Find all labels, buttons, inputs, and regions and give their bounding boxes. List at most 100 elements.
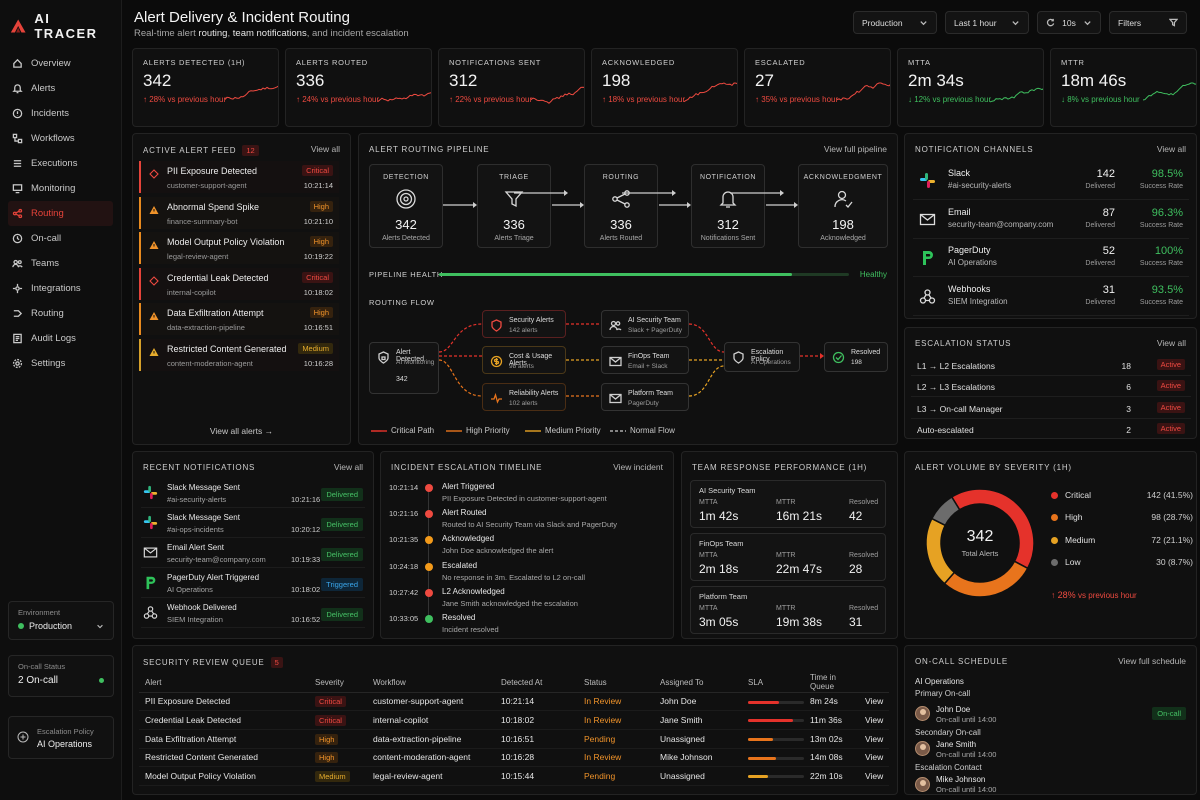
kpi-card-alerts-routed[interactable]: ALERTS ROUTED 336 ↑ 24% vs previous hour [285, 48, 432, 127]
sidebar-item-monitoring[interactable]: Monitoring [8, 176, 113, 201]
channel-row-webhooks[interactable]: Webhooks SIEM Integration 31 Delivered 93.5%… [913, 280, 1189, 316]
team-card[interactable]: FinOps Team MTTA 2m 18s MTTR 22m 47s Resolved… [690, 533, 886, 581]
timeline-event[interactable]: 10:21:35 Acknowledged John Doe acknowledge… [389, 534, 659, 560]
sidebar-item-integrations[interactable]: Integrations [8, 276, 113, 301]
alert-feed-item[interactable]: Model Output Policy Violation legal-revie… [139, 232, 339, 264]
donut-slice-low[interactable] [930, 495, 961, 527]
queue-view-link[interactable]: View [859, 766, 889, 786]
queue-view-link[interactable]: View [859, 748, 889, 768]
flow-escalation-policy[interactable]: Escalation Policy AI Operations [724, 342, 800, 372]
filters-button[interactable]: Filters [1109, 11, 1187, 34]
refresh-interval-dropdown[interactable]: 10s [1037, 11, 1101, 34]
team-card[interactable]: AI Security Team MTTA 1m 42s MTTR 16m 21s Res… [690, 480, 886, 528]
escalation-policy-card[interactable]: Escalation Policy AI Operations [8, 716, 114, 759]
severity-badge: Critical [302, 271, 333, 283]
sidebar-item-workflows[interactable]: Workflows [8, 126, 113, 151]
donut-slice-high[interactable] [943, 560, 1029, 598]
environment-selector[interactable]: Environment Production [8, 601, 114, 640]
pipeline-stage-triage[interactable]: TRIAGE 336 Alerts Triage [477, 164, 551, 248]
view-all-alerts-link[interactable]: View all alerts → [209, 426, 274, 436]
escalation-status-badge: Active [1156, 359, 1185, 370]
escalation-row[interactable]: L2 → L3 Escalations 6 Active [911, 376, 1191, 398]
timeline-event[interactable]: 10:33:05 Resolved Incident resolved [389, 613, 659, 638]
alert-feed-item[interactable]: Abnormal Spend Spike finance-summary-bot H… [139, 196, 339, 229]
sidebar-item-routing-2[interactable]: Routing [8, 301, 113, 326]
notification-item[interactable]: Webhook Delivered SIEM Integration 10:16:5… [141, 599, 365, 628]
alert-feed-item[interactable]: PII Exposure Detected customer-support-ag… [139, 161, 339, 193]
kpi-card-acknowledged[interactable]: ACKNOWLEDGED 198 ↑ 18% vs previous hour [591, 48, 738, 127]
sidebar-item-audit-logs[interactable]: Audit Logs [8, 326, 113, 351]
flow-category-cost[interactable]: Cost & Usage Alerts 98 alerts [482, 346, 566, 374]
notification-item[interactable]: PagerDuty Alert Triggered AI Operations 10… [141, 569, 365, 598]
view-incident-link[interactable]: View incident [613, 462, 663, 472]
channels-view-all-link[interactable]: View all [1156, 144, 1186, 154]
sidebar-item-on-call[interactable]: On-call [8, 226, 113, 251]
channel-row-email[interactable]: Email security-team@company.com 87 Delivere… [913, 203, 1189, 239]
sidebar-item-settings[interactable]: Settings [8, 351, 113, 376]
alert-time: 10:18:02 [303, 287, 333, 297]
sidebar-item-alerts[interactable]: Alerts [8, 76, 113, 101]
notification-item[interactable]: Slack Message Sent #ai-ops-incidents 10:20… [141, 509, 365, 538]
flow-team-ai-security[interactable]: AI Security Team Slack + PagerDuty [601, 310, 689, 338]
time-range-dropdown[interactable]: Last 1 hour [945, 11, 1029, 34]
flow-category-reliability[interactable]: Reliability Alerts 102 alerts [482, 383, 566, 411]
escalation-row[interactable]: Auto-escalated 2 Active [911, 419, 1191, 438]
table-row[interactable]: PII Exposure Detected Critical customer-su… [139, 692, 889, 712]
arrow-up-icon: ↑ [1051, 590, 1056, 600]
escalation-row[interactable]: L3 → On-call Manager 3 Active [911, 398, 1191, 419]
timeline-time: 10:21:35 [389, 535, 419, 545]
flow-node-title: Escalation Policy [751, 349, 784, 363]
kpi-card-escalated[interactable]: ESCALATED 27 ↑ 35% vs previous hour [744, 48, 891, 127]
timeline-event[interactable]: 10:21:16 Alert Routed Routed to AI Securit… [389, 508, 659, 534]
notifications-view-all-link[interactable]: View all [333, 462, 363, 472]
escalation-row[interactable]: L1 → L2 Escalations 18 Active [911, 355, 1191, 376]
alert-feed-item[interactable]: Credential Leak Detected internal-copilot… [139, 267, 339, 300]
channel-row-slack[interactable]: Slack #ai-security-alerts 142 Delivered 98.5… [913, 164, 1189, 200]
flow-source-alert-detected[interactable]: Alert Detected AI Monitoring 342 [369, 342, 439, 394]
escalation-view-all-link[interactable]: View all [1156, 338, 1186, 348]
kpi-card-mtta[interactable]: MTTA 2m 34s ↓ 12% vs previous hour [897, 48, 1044, 127]
notification-item[interactable]: Slack Message Sent #ai-security-alerts 10:… [141, 479, 365, 508]
view-full-schedule-link[interactable]: View full schedule [1118, 656, 1186, 666]
alert-feed-item[interactable]: Data Exfiltration Attempt data-extraction… [139, 303, 339, 335]
logo[interactable]: AI TRACER [0, 0, 121, 41]
timeline-event[interactable]: 10:27:42 L2 Acknowledged Jane Smith acknow… [389, 587, 659, 613]
table-row[interactable]: Credential Leak Detected Critical internal… [139, 710, 889, 730]
pipeline-stage-routing[interactable]: ROUTING 336 Alerts Routed [584, 164, 658, 248]
timeline-event-title: Resolved [442, 613, 476, 622]
oncall-status-card[interactable]: On-call Status 2 On-call [8, 655, 114, 697]
pipeline-stage-notification[interactable]: NOTIFICATION 312 Notifications Sent [691, 164, 765, 248]
sidebar-item-routing[interactable]: Routing [8, 201, 113, 226]
queue-view-link[interactable]: View [859, 692, 889, 712]
channel-row-pagerduty[interactable]: PagerDuty AI Operations 52 Delivered 100% Suc… [913, 241, 1189, 277]
pipeline-stage-acknowledgment[interactable]: ACKNOWLEDGMENT 198 Acknowledged [798, 164, 888, 248]
timeline-event[interactable]: 10:21:14 Alert Triggered PII Exposure Dete… [389, 482, 659, 508]
queue-view-link[interactable]: View [859, 729, 889, 749]
home-icon [13, 58, 22, 68]
sidebar-item-incidents[interactable]: Incidents [8, 101, 113, 126]
timeline-event[interactable]: 10:24:18 Escalated No response in 3m. Esca… [389, 561, 659, 587]
flow-resolved[interactable]: Resolved 198 [824, 342, 888, 372]
table-row[interactable]: Model Output Policy Violation Medium legal… [139, 766, 889, 786]
table-row[interactable]: Data Exfiltration Attempt High data-extrac… [139, 729, 889, 749]
environment-dropdown[interactable]: Production [853, 11, 937, 34]
team-card[interactable]: Platform Team MTTA 3m 05s MTTR 19m 38s Resolv… [690, 586, 886, 634]
kpi-card-alerts-detected-1h[interactable]: ALERTS DETECTED (1H) 342 ↑ 28% vs previous… [132, 48, 279, 127]
kpi-card-mttr[interactable]: MTTR 18m 46s ↓ 8% vs previous hour [1050, 48, 1197, 127]
flow-team-finops[interactable]: FinOps Team Email + Slack [601, 346, 689, 374]
alert-feed-view-all-link[interactable]: View all [310, 144, 340, 154]
kpi-sparkline [990, 87, 1043, 103]
flow-team-platform[interactable]: Platform Team PagerDuty [601, 383, 689, 411]
queue-view-link[interactable]: View [859, 710, 889, 730]
sidebar-item-teams[interactable]: Teams [8, 251, 113, 276]
pipeline-stage-detection[interactable]: DETECTION 342 Alerts Detected [369, 164, 443, 248]
table-row[interactable]: Restricted Content Generated High content-… [139, 748, 889, 768]
flow-category-security[interactable]: Security Alerts 142 alerts [482, 310, 566, 338]
kpi-card-notifications-sent[interactable]: NOTIFICATIONS SENT 312 ↑ 22% vs previous h… [438, 48, 585, 127]
notification-item[interactable]: Email Alert Sent security-team@company.co… [141, 539, 365, 568]
sidebar-item-executions[interactable]: Executions [8, 151, 113, 176]
alert-feed-item[interactable]: Restricted Content Generated content-mode… [139, 338, 339, 371]
legend-value: 98 (28.7%) [1151, 512, 1193, 523]
sidebar-item-overview[interactable]: Overview [8, 51, 113, 76]
view-full-pipeline-link[interactable]: View full pipeline [823, 144, 887, 154]
